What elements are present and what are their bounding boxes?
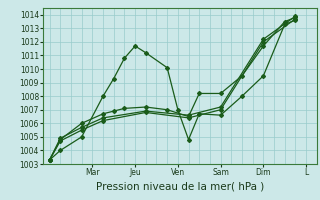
X-axis label: Pression niveau de la mer( hPa ): Pression niveau de la mer( hPa ) xyxy=(96,181,264,191)
